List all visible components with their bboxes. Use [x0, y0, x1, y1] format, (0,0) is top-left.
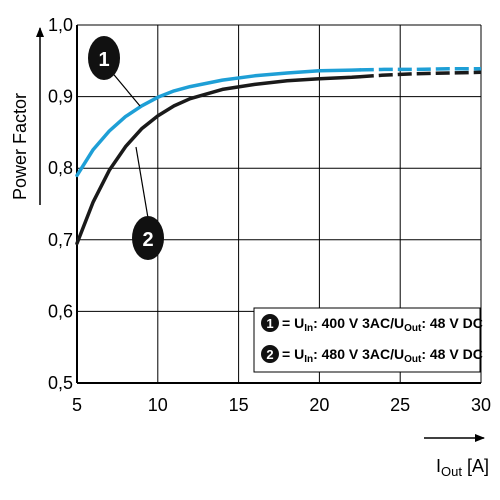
marker-1-group: 1 [88, 36, 141, 107]
x-tick-label: 5 [72, 395, 82, 415]
marker-2-group: 2 [132, 146, 164, 260]
legend-entry-2: 2 = UIn: 480 V 3AC/UOut: 48 V DC [261, 345, 483, 365]
x-tick-label: 15 [229, 395, 249, 415]
legend-marker-2-label: 2 [266, 347, 273, 362]
tick-labels: 5 10 15 20 25 30 0,5 0,6 0,7 0,8 0,9 1,0 [48, 15, 491, 415]
legend: 1 = UIn: 400 V 3AC/UOut: 48 V DC 2 = UIn… [253, 307, 483, 373]
legend-marker-1 [261, 314, 279, 332]
y-tick-label: 0,5 [48, 373, 73, 393]
x-axis-title-group: IOut [A] [424, 434, 489, 479]
marker-1-label: 1 [98, 49, 109, 71]
series-lines [75, 66, 482, 246]
legend-text-2: = UIn: 480 V 3AC/UOut: 48 V DC [282, 346, 483, 365]
legend-box [253, 307, 481, 373]
legend-text-1: = UIn: 400 V 3AC/UOut: 48 V DC [282, 315, 483, 334]
marker-1-circle [88, 36, 120, 80]
marker-2-circle [132, 216, 164, 260]
x-tick-label: 20 [309, 395, 329, 415]
grid [76, 24, 482, 384]
x-tick-label: 10 [148, 395, 168, 415]
y-tick-label: 0,9 [48, 87, 73, 107]
marker-1-leader [109, 69, 141, 107]
series-1-line [75, 68, 362, 178]
x-tick-label: 25 [390, 395, 410, 415]
x-tick-label: 30 [471, 395, 491, 415]
marker-2-leader [135, 146, 149, 219]
series-1-extension [359, 66, 481, 72]
legend-marker-2 [261, 345, 279, 363]
series-2-extension [359, 70, 482, 79]
marker-2-label: 2 [142, 229, 153, 251]
series-2-line [75, 74, 362, 246]
y-tick-label: 1,0 [48, 15, 73, 35]
legend-entry-1: 1 = UIn: 400 V 3AC/UOut: 48 V DC [261, 314, 483, 334]
y-axis-title-group: Power Factor [10, 27, 44, 205]
y-axis-title: Power Factor [10, 93, 30, 200]
y-tick-label: 0,6 [48, 301, 73, 321]
legend-marker-1-label: 1 [266, 316, 273, 331]
y-tick-label: 0,7 [48, 230, 73, 250]
x-axis-title: IOut [A] [436, 456, 489, 479]
y-tick-label: 0,8 [48, 158, 73, 178]
